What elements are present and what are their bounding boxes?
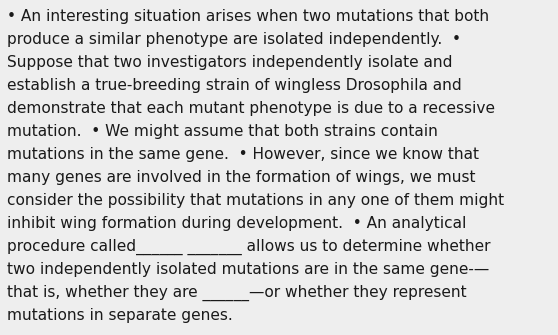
Text: two independently isolated mutations are in the same gene-—: two independently isolated mutations are… (7, 262, 489, 277)
Text: Suppose that two investigators independently isolate and: Suppose that two investigators independe… (7, 55, 452, 70)
Text: mutation.  • We might assume that both strains contain: mutation. • We might assume that both st… (7, 124, 437, 139)
Text: mutations in separate genes.: mutations in separate genes. (7, 308, 233, 323)
Text: • An interesting situation arises when two mutations that both: • An interesting situation arises when t… (7, 9, 489, 24)
Text: produce a similar phenotype are isolated independently.  •: produce a similar phenotype are isolated… (7, 32, 461, 47)
Text: inhibit wing formation during development.  • An analytical: inhibit wing formation during developmen… (7, 216, 466, 231)
Text: consider the possibility that mutations in any one of them might: consider the possibility that mutations … (7, 193, 504, 208)
Text: mutations in the same gene.  • However, since we know that: mutations in the same gene. • However, s… (7, 147, 479, 162)
Text: establish a true-breeding strain of wingless Drosophila and: establish a true-breeding strain of wing… (7, 78, 461, 93)
Text: many genes are involved in the formation of wings, we must: many genes are involved in the formation… (7, 170, 475, 185)
Text: procedure called______ _______ allows us to determine whether: procedure called______ _______ allows us… (7, 239, 490, 255)
Text: demonstrate that each mutant phenotype is due to a recessive: demonstrate that each mutant phenotype i… (7, 101, 495, 116)
Text: that is, whether they are ______—or whether they represent: that is, whether they are ______—or whet… (7, 285, 466, 301)
